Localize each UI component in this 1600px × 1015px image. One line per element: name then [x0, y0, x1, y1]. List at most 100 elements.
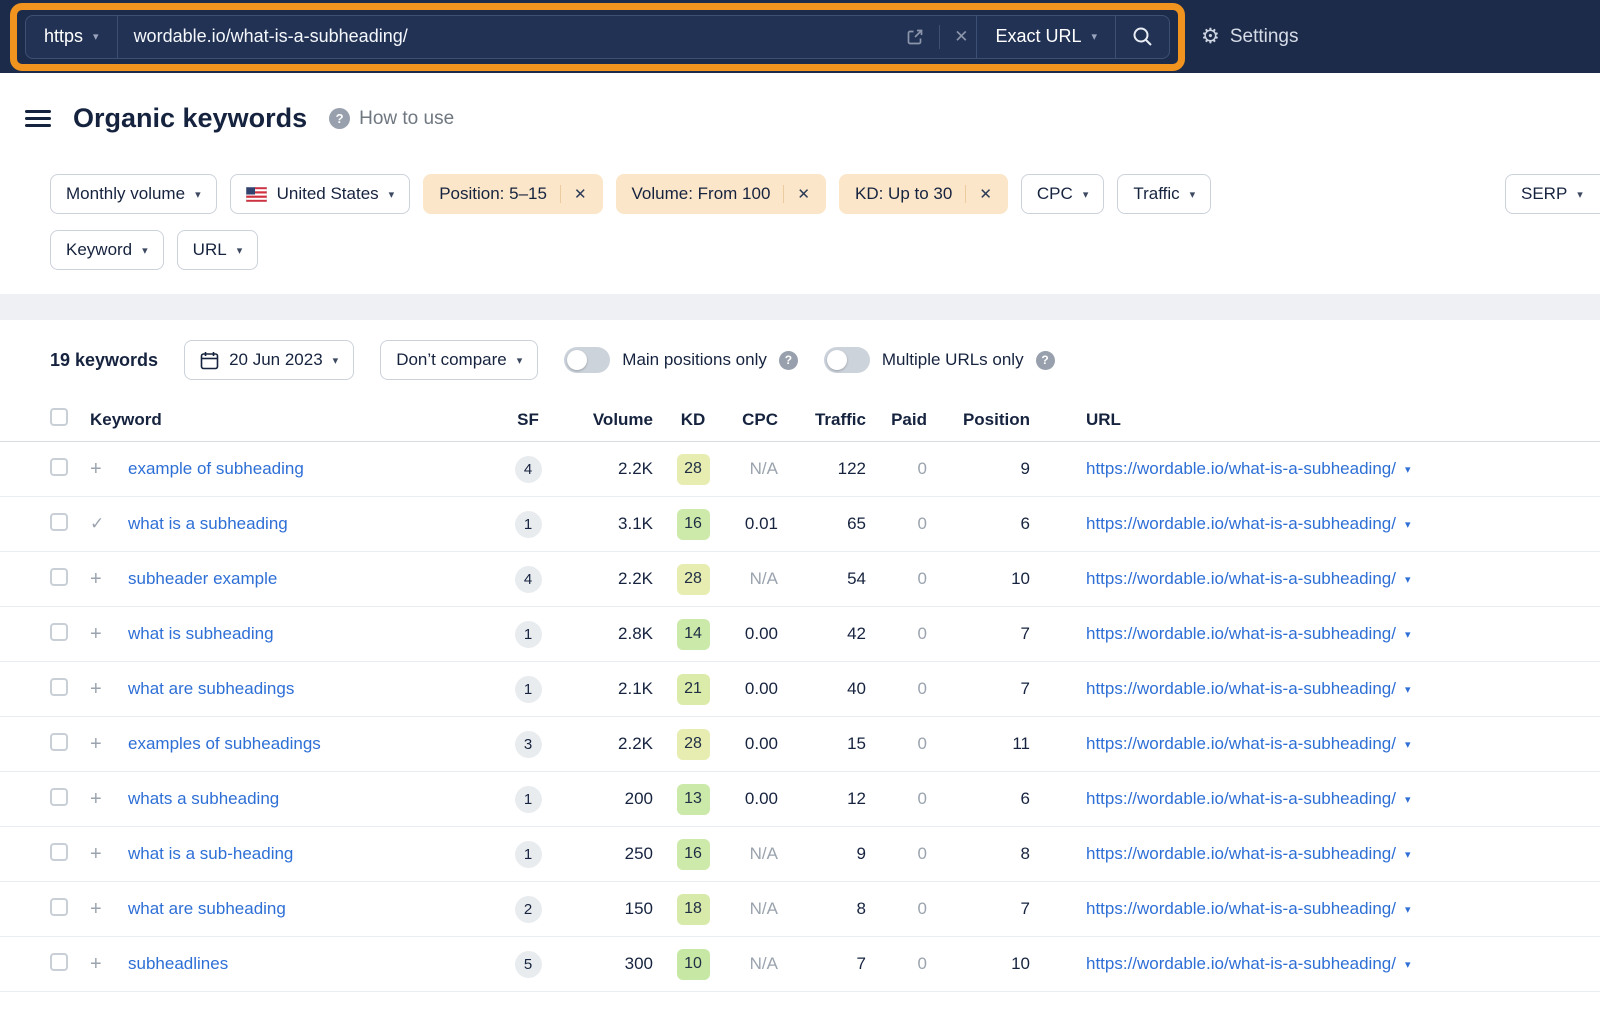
expand-icon[interactable]: + [90, 623, 102, 645]
filter-pill-position-5-15[interactable]: Position: 5–15 ✕ [423, 174, 602, 214]
expand-icon[interactable]: + [90, 898, 102, 920]
cpc-value: 0.01 [745, 514, 778, 534]
expand-icon[interactable]: + [90, 678, 102, 700]
url-dropdown-icon[interactable]: ▾ [1405, 958, 1411, 971]
exact-url-dropdown[interactable]: Exact URL ▾ [976, 16, 1115, 58]
compare-label: Don’t compare [396, 350, 507, 370]
column-header-url[interactable]: URL [1030, 410, 1600, 430]
expand-icon[interactable]: + [90, 733, 102, 755]
multiple-urls-toggle[interactable] [824, 347, 870, 373]
filter-pill-cpc[interactable]: CPC ▾ [1021, 174, 1104, 214]
keyword-link[interactable]: whats a subheading [128, 789, 279, 808]
url-link[interactable]: https://wordable.io/what-is-a-subheading… [1086, 624, 1396, 644]
filter-pill-monthly-volume[interactable]: Monthly volume ▾ [50, 174, 217, 214]
column-header-volume[interactable]: Volume [593, 410, 653, 430]
expand-icon[interactable]: + [90, 843, 102, 865]
kd-badge: 16 [677, 509, 710, 540]
sf-badge: 1 [515, 621, 542, 648]
filter-pill-volume-from-100[interactable]: Volume: From 100 ✕ [616, 174, 826, 214]
column-header-kd[interactable]: KD [681, 410, 706, 430]
keyword-link[interactable]: subheader example [128, 569, 277, 588]
compare-dropdown[interactable]: Don’t compare ▾ [380, 340, 538, 380]
row-checkbox[interactable] [50, 623, 68, 641]
filter-pill-url[interactable]: URL ▾ [177, 230, 259, 270]
row-checkbox[interactable] [50, 843, 68, 861]
url-dropdown-icon[interactable]: ▾ [1405, 518, 1411, 531]
url-link[interactable]: https://wordable.io/what-is-a-subheading… [1086, 844, 1396, 864]
url-link[interactable]: https://wordable.io/what-is-a-subheading… [1086, 899, 1396, 919]
column-header-paid[interactable]: Paid [891, 410, 927, 430]
clear-icon[interactable]: ✕ [954, 27, 968, 47]
row-checkbox[interactable] [50, 678, 68, 696]
remove-filter-icon[interactable]: ✕ [783, 185, 810, 203]
url-link[interactable]: https://wordable.io/what-is-a-subheading… [1086, 789, 1396, 809]
url-link[interactable]: https://wordable.io/what-is-a-subheading… [1086, 569, 1396, 589]
open-external-icon[interactable] [905, 27, 925, 47]
column-header-sf[interactable]: SF [517, 410, 539, 430]
expand-icon[interactable]: + [90, 788, 102, 810]
url-dropdown-icon[interactable]: ▾ [1405, 848, 1411, 861]
kd-badge: 28 [677, 564, 710, 595]
how-to-use-link[interactable]: ? How to use [329, 108, 454, 130]
keyword-link[interactable]: examples of subheadings [128, 734, 321, 753]
url-dropdown-icon[interactable]: ▾ [1405, 628, 1411, 641]
paid-value: 0 [918, 789, 927, 809]
remove-filter-icon[interactable]: ✕ [560, 185, 587, 203]
filter-pill-kd-up-to-30[interactable]: KD: Up to 30 ✕ [839, 174, 1008, 214]
url-link[interactable]: https://wordable.io/what-is-a-subheading… [1086, 459, 1396, 479]
remove-filter-icon[interactable]: ✕ [965, 185, 992, 203]
question-icon[interactable]: ? [1036, 351, 1055, 370]
date-picker[interactable]: 20 Jun 2023 ▾ [184, 340, 354, 380]
paid-value: 0 [918, 514, 927, 534]
url-dropdown-icon[interactable]: ▾ [1405, 738, 1411, 751]
keyword-link[interactable]: what are subheading [128, 899, 286, 918]
row-checkbox[interactable] [50, 898, 68, 916]
keyword-link[interactable]: subheadlines [128, 954, 228, 973]
expand-icon[interactable]: ✓ [90, 514, 104, 533]
settings-button[interactable]: ⚙ Settings [1201, 24, 1298, 49]
keyword-link[interactable]: what is a subheading [128, 514, 288, 533]
url-dropdown-icon[interactable]: ▾ [1405, 903, 1411, 916]
column-header-cpc[interactable]: CPC [742, 410, 778, 430]
protocol-dropdown[interactable]: https ▾ [26, 16, 118, 58]
url-input[interactable]: wordable.io/what-is-a-subheading/ [118, 26, 898, 47]
url-dropdown-icon[interactable]: ▾ [1405, 573, 1411, 586]
keyword-link[interactable]: what are subheadings [128, 679, 294, 698]
row-checkbox[interactable] [50, 733, 68, 751]
traffic-value: 12 [847, 789, 866, 809]
select-all-checkbox[interactable] [50, 408, 68, 426]
expand-icon[interactable]: + [90, 568, 102, 590]
url-dropdown-icon[interactable]: ▾ [1405, 463, 1411, 476]
menu-icon[interactable] [25, 110, 51, 127]
url-link[interactable]: https://wordable.io/what-is-a-subheading… [1086, 954, 1396, 974]
url-dropdown-icon[interactable]: ▾ [1405, 793, 1411, 806]
url-dropdown-icon[interactable]: ▾ [1405, 683, 1411, 696]
keyword-link[interactable]: example of subheading [128, 459, 304, 478]
chevron-down-icon: ▾ [1577, 188, 1583, 201]
filter-pill-traffic[interactable]: Traffic ▾ [1117, 174, 1211, 214]
column-header-position[interactable]: Position [963, 410, 1030, 430]
filter-pill-keyword[interactable]: Keyword ▾ [50, 230, 164, 270]
url-link[interactable]: https://wordable.io/what-is-a-subheading… [1086, 514, 1396, 534]
filter-pill-serp[interactable]: SERP ▾ [1505, 174, 1600, 214]
keyword-link[interactable]: what is a sub-heading [128, 844, 293, 863]
row-checkbox[interactable] [50, 788, 68, 806]
expand-icon[interactable]: + [90, 953, 102, 975]
column-header-traffic[interactable]: Traffic [815, 410, 866, 430]
row-checkbox[interactable] [50, 953, 68, 971]
mode-label: Exact URL [995, 26, 1081, 47]
keyword-link[interactable]: what is subheading [128, 624, 274, 643]
expand-icon[interactable]: + [90, 458, 102, 480]
search-button[interactable] [1115, 16, 1169, 58]
row-checkbox[interactable] [50, 458, 68, 476]
position-value: 6 [1021, 514, 1030, 534]
question-icon[interactable]: ? [779, 351, 798, 370]
column-header-keyword[interactable]: Keyword [90, 410, 503, 430]
main-positions-toggle[interactable] [564, 347, 610, 373]
row-checkbox[interactable] [50, 568, 68, 586]
filter-pill-united-states[interactable]: United States ▾ [230, 174, 411, 214]
row-checkbox[interactable] [50, 513, 68, 531]
url-link[interactable]: https://wordable.io/what-is-a-subheading… [1086, 734, 1396, 754]
url-link[interactable]: https://wordable.io/what-is-a-subheading… [1086, 679, 1396, 699]
cpc-value: 0.00 [745, 734, 778, 754]
